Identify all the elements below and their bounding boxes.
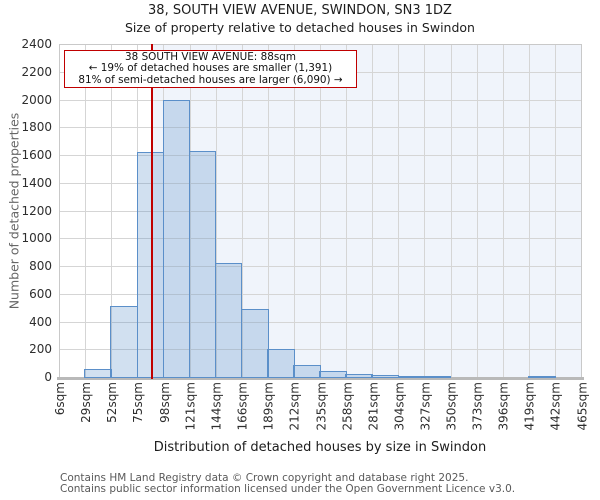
plot-border-left <box>59 44 60 377</box>
vertical-gridline <box>241 44 243 377</box>
footer-attribution-line-2: Contains public sector information licen… <box>60 483 516 495</box>
y-tick-label: 1600 <box>21 148 52 162</box>
histogram-bar <box>293 365 321 378</box>
plot-border-right <box>581 44 582 377</box>
x-tick-label: 327sqm <box>418 382 433 431</box>
x-tick-label: 350sqm <box>444 382 459 431</box>
vertical-gridline <box>293 44 295 377</box>
y-tick-label: 1800 <box>21 120 52 135</box>
y-tick-label: 800 <box>29 259 52 273</box>
histogram-bar <box>528 376 556 379</box>
x-tick-label: 419sqm <box>522 382 537 431</box>
histogram-bar <box>110 306 139 378</box>
histogram-bar <box>319 371 347 378</box>
histogram-bar <box>162 99 191 378</box>
y-tick-label: 1000 <box>21 231 52 246</box>
vertical-gridline <box>502 44 504 377</box>
vertical-gridline <box>398 44 400 377</box>
y-tick-label: 400 <box>29 314 52 329</box>
histogram-bar <box>397 375 426 378</box>
y-tick-label: 600 <box>29 286 52 301</box>
vertical-gridline <box>320 44 321 377</box>
x-tick-label: 52sqm <box>105 382 120 423</box>
x-tick-label: 166sqm <box>235 382 250 431</box>
x-tick-label: 281sqm <box>366 382 381 431</box>
x-tick-label: 75sqm <box>131 382 146 423</box>
vertical-gridline <box>372 44 374 377</box>
histogram-bar <box>188 150 217 378</box>
vertical-gridline <box>346 44 348 377</box>
vertical-gridline <box>267 44 269 377</box>
x-tick-label: 144sqm <box>209 382 224 431</box>
annotation-line-2: ← 19% of detached houses are smaller (1,… <box>88 62 333 75</box>
x-tick-label: 465sqm <box>575 382 589 431</box>
vertical-gridline <box>137 44 139 377</box>
vertical-gridline <box>554 44 556 377</box>
histogram-bar <box>267 349 295 378</box>
vertical-gridline <box>528 44 530 377</box>
x-tick-label: 442sqm <box>548 382 563 431</box>
y-tick-label: 1400 <box>21 175 52 190</box>
footer-attribution-line-1: Contains HM Land Registry data © Crown c… <box>60 472 469 484</box>
annotation-line-3: 81% of semi-detached houses are larger (… <box>78 74 343 87</box>
x-tick-label: 6sqm <box>53 382 67 416</box>
chart-subtitle: Size of property relative to detached ho… <box>125 20 475 35</box>
x-axis-line <box>57 377 584 380</box>
y-tick-label: 2200 <box>21 64 52 79</box>
y-tick-label: 200 <box>29 342 52 357</box>
x-tick-label: 396sqm <box>496 382 511 431</box>
x-tick-label: 29sqm <box>79 382 94 423</box>
x-tick-label: 304sqm <box>392 382 407 431</box>
x-tick-label: 373sqm <box>470 382 485 431</box>
annotation-box: 38 SOUTH VIEW AVENUE: 88sqm ← 19% of det… <box>64 50 357 88</box>
histogram-bar <box>240 309 269 378</box>
x-tick-label: 212sqm <box>287 382 302 431</box>
x-tick-label: 189sqm <box>261 382 276 431</box>
vertical-gridline <box>476 44 478 377</box>
plot-border-top <box>59 44 581 45</box>
histogram-bar <box>345 373 373 378</box>
x-tick-label: 98sqm <box>157 382 172 423</box>
histogram-bar <box>214 263 243 378</box>
vertical-gridline <box>450 44 452 377</box>
histogram-bar <box>84 369 112 378</box>
x-tick-label: 258sqm <box>340 382 355 431</box>
y-tick-label: 0 <box>44 370 52 384</box>
x-tick-label: 121sqm <box>183 382 198 431</box>
histogram-bar <box>136 152 165 378</box>
x-tick-label: 235sqm <box>314 382 328 431</box>
vertical-gridline <box>424 44 426 377</box>
property-size-marker-line <box>151 44 154 379</box>
y-tick-label: 1200 <box>21 203 52 218</box>
histogram-bar <box>423 375 452 378</box>
vertical-gridline <box>85 44 87 377</box>
vertical-gridline <box>111 44 113 377</box>
y-tick-label: 2000 <box>21 92 52 107</box>
histogram-bar <box>371 375 400 378</box>
x-axis-title: Distribution of detached houses by size … <box>153 440 487 455</box>
chart-title: 38, SOUTH VIEW AVENUE, SWINDON, SN3 1DZ <box>148 3 452 18</box>
annotation-line-1: 38 SOUTH VIEW AVENUE: 88sqm <box>125 50 296 63</box>
y-tick-label: 2400 <box>21 37 52 51</box>
